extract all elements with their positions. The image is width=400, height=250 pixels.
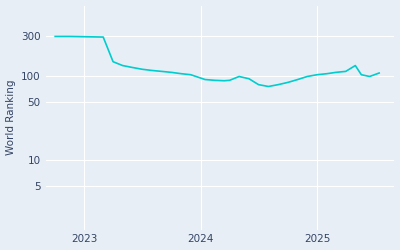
Y-axis label: World Ranking: World Ranking xyxy=(6,80,16,155)
